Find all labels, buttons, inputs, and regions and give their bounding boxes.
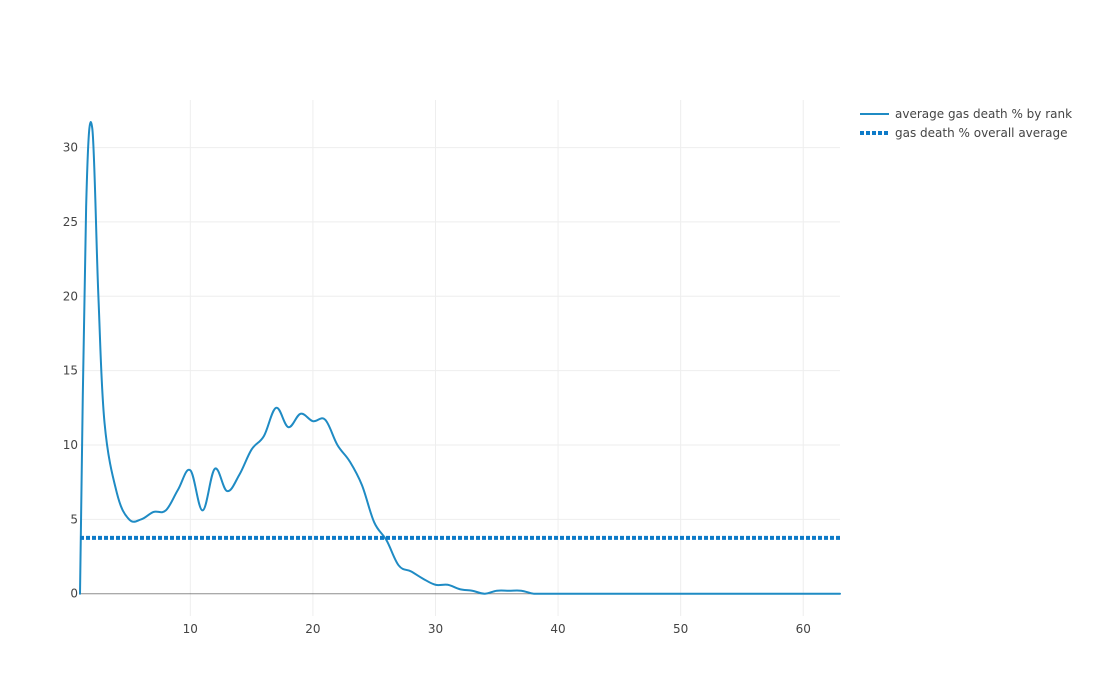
- series-line-gas-death-by-rank: [79, 121, 841, 595]
- series-group: [79, 121, 841, 595]
- y-tick-label: 10: [63, 438, 78, 452]
- x-tick-label: 40: [550, 622, 565, 636]
- legend-label: average gas death % by rank: [895, 107, 1072, 121]
- x-tick-label: 50: [673, 622, 688, 636]
- legend-item[interactable]: average gas death % by rank: [860, 107, 1072, 121]
- grid-lines: [80, 100, 840, 616]
- legend-item[interactable]: gas death % overall average: [860, 126, 1067, 140]
- legend[interactable]: average gas death % by rank gas death % o…: [860, 107, 1072, 140]
- y-tick-label: 0: [70, 587, 78, 601]
- y-tick-label: 5: [70, 512, 78, 526]
- x-tick-label: 10: [183, 622, 198, 636]
- y-tick-label: 15: [63, 364, 78, 378]
- y-tick-label: 25: [63, 215, 78, 229]
- y-tick-label: 20: [63, 289, 78, 303]
- x-tick-label: 60: [796, 622, 811, 636]
- x-tick-label: 20: [305, 622, 320, 636]
- y-axis-ticks: 0 5 10 15 20 25 30: [63, 141, 78, 601]
- legend-label: gas death % overall average: [895, 126, 1067, 140]
- x-tick-label: 30: [428, 622, 443, 636]
- y-tick-label: 30: [63, 141, 78, 155]
- x-axis-ticks: 10 20 30 40 50 60: [183, 622, 811, 636]
